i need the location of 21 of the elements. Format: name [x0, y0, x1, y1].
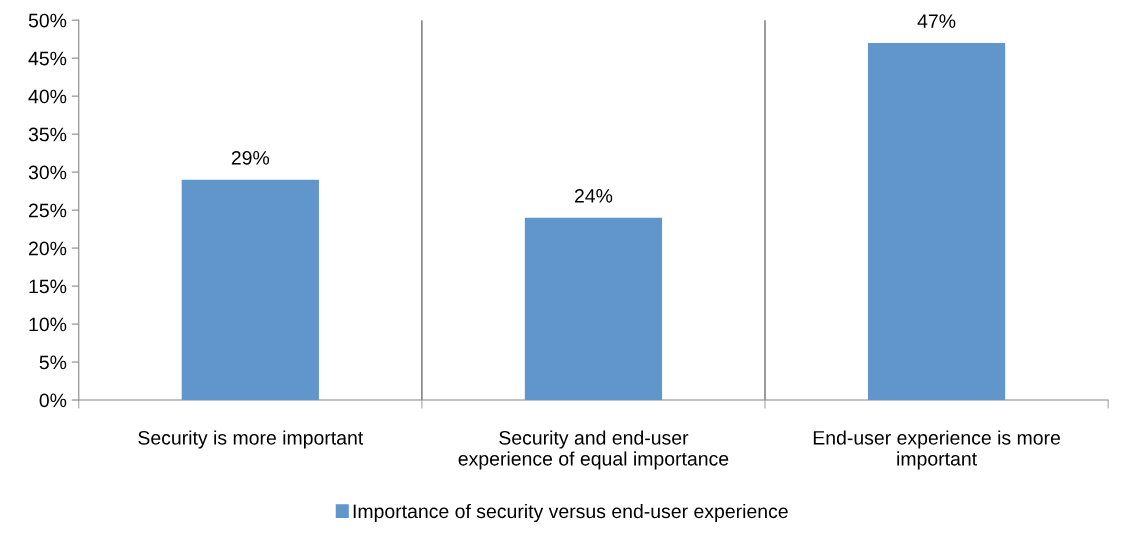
legend-label: Importance of security versus end-user experience	[353, 503, 788, 523]
y-tick-label: 30%	[28, 165, 67, 180]
x-tick-label: Security and end-user experience of equal importance	[458, 430, 729, 470]
bar	[524, 217, 663, 401]
bar	[181, 179, 319, 401]
x-tick-label: Security is more important	[138, 430, 364, 449]
y-tick-label: 25%	[29, 203, 67, 218]
data-label: 24%	[574, 188, 613, 203]
y-tick-label: 35%	[28, 127, 67, 142]
data-label: 29%	[231, 150, 270, 165]
data-label: 47%	[917, 14, 956, 28]
y-tick-label: 45%	[28, 51, 67, 66]
y-tick-label: 20%	[29, 241, 67, 256]
x-tick-label: End-user experience is more important	[813, 430, 1060, 470]
y-tick-label: 40%	[28, 89, 67, 104]
bar	[867, 42, 1006, 401]
y-tick-label: 0%	[39, 393, 67, 408]
y-tick-label: 5%	[39, 355, 67, 370]
y-tick-label: 50%	[28, 13, 67, 28]
y-tick-label: 15%	[29, 279, 67, 294]
y-tick-label: 10%	[29, 317, 67, 332]
